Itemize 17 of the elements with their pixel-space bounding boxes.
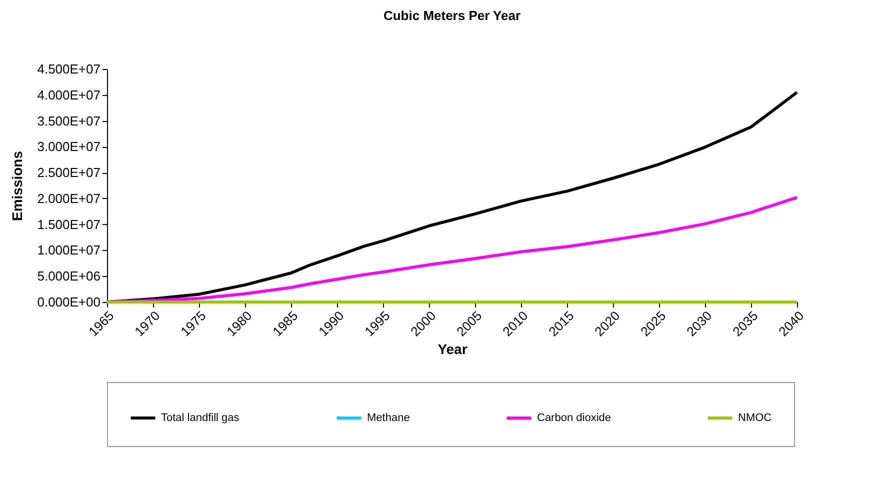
legend-label: Methane xyxy=(367,412,410,424)
y-tick-label: 5.000E+06 xyxy=(37,268,100,284)
legend-label: Total landfill gas xyxy=(161,412,240,424)
legend-label: NMOC xyxy=(738,412,772,424)
y-tick-label: 1.000E+07 xyxy=(37,242,100,258)
y-tick-label: 4.000E+07 xyxy=(37,87,100,102)
y-tick-label: 0.000E+00 xyxy=(37,294,100,310)
x-axis-title: Year xyxy=(438,341,468,358)
y-tick-label: 1.500E+07 xyxy=(37,216,100,232)
y-tick-label: 2.500E+07 xyxy=(37,165,100,180)
y-tick-label: 2.000E+07 xyxy=(37,190,100,206)
legend-label: Carbon dioxide xyxy=(537,412,611,424)
y-axis-title: Emissions xyxy=(9,150,26,222)
chart-title: Cubic Meters Per Year xyxy=(383,8,521,23)
y-tick-label: 3.000E+07 xyxy=(37,139,100,154)
y-tick-label: 4.500E+07 xyxy=(37,62,100,76)
y-tick-label: 3.500E+07 xyxy=(37,113,100,128)
